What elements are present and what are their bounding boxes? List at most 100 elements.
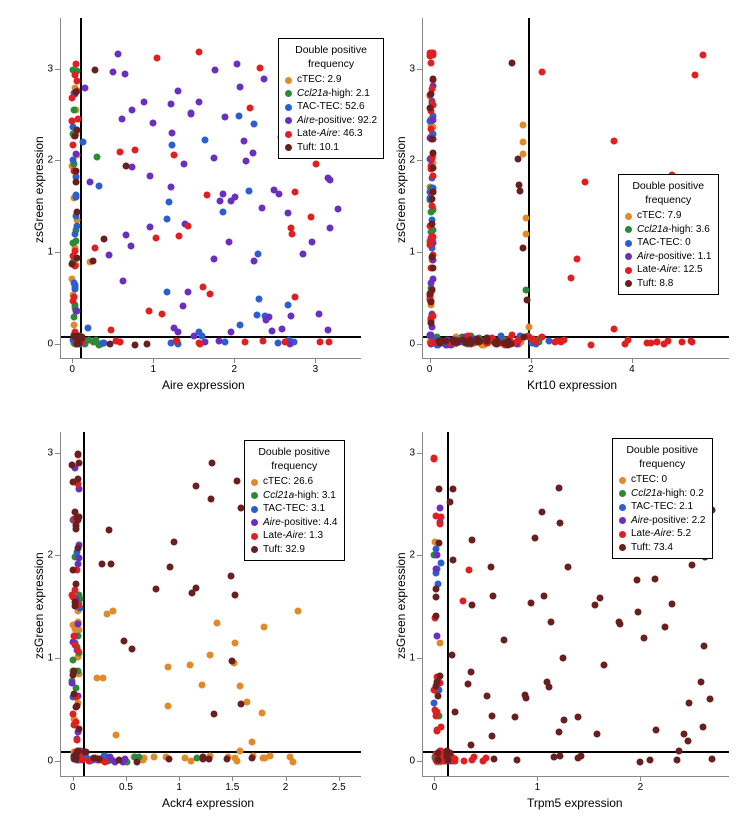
- data-point: [73, 525, 80, 532]
- data-point: [308, 239, 315, 246]
- data-point: [266, 313, 273, 320]
- data-point: [248, 739, 255, 746]
- legend-label: Tuft: 8.8: [637, 277, 673, 291]
- data-point: [241, 138, 248, 145]
- legend-row: Tuft: 10.1: [285, 141, 377, 155]
- data-point: [287, 312, 294, 319]
- legend-row: Tuft: 73.4: [619, 541, 706, 555]
- data-point: [119, 115, 126, 122]
- data-point: [115, 757, 122, 764]
- data-point: [610, 138, 617, 145]
- data-point: [222, 113, 229, 120]
- data-point: [260, 76, 267, 83]
- ytick: [55, 453, 60, 454]
- data-point: [275, 191, 282, 198]
- data-point: [428, 287, 435, 294]
- legend-label: Aire-positive: 92.2: [297, 114, 377, 128]
- ytick-label: 3: [38, 63, 53, 74]
- data-point: [700, 643, 707, 650]
- ytick-label: 0: [400, 755, 415, 766]
- data-point: [180, 160, 187, 167]
- data-point: [452, 757, 459, 764]
- ytick: [417, 658, 422, 659]
- data-point: [132, 342, 139, 349]
- xtick: [126, 776, 127, 781]
- ytick: [417, 69, 422, 70]
- data-point: [207, 651, 214, 658]
- data-point: [433, 633, 440, 640]
- data-point: [429, 76, 436, 83]
- xtick-label: 1: [150, 364, 156, 375]
- xtick: [632, 358, 633, 363]
- data-point: [429, 164, 436, 171]
- legend-title: Double positive frequency: [285, 43, 377, 71]
- legend-row: Late-Aire: 12.5: [625, 263, 712, 277]
- data-point: [522, 287, 529, 294]
- xtick-label: 1: [176, 782, 182, 793]
- data-point: [654, 339, 661, 346]
- legend-label: TAC-TEC: 52.6: [297, 100, 365, 114]
- legend-label: cTEC: 7.9: [637, 209, 681, 223]
- legend-row: Late-Aire: 46.3: [285, 127, 377, 141]
- data-point: [661, 623, 668, 630]
- data-point: [209, 460, 216, 467]
- data-point: [643, 339, 650, 346]
- legend-dot-icon: [251, 506, 258, 513]
- data-point: [515, 181, 522, 188]
- data-point: [432, 585, 439, 592]
- data-point: [72, 178, 79, 185]
- ytick: [417, 555, 422, 556]
- data-point: [557, 519, 564, 526]
- data-point: [281, 339, 288, 346]
- data-point: [259, 709, 266, 716]
- data-point: [86, 178, 93, 185]
- data-point: [437, 514, 444, 521]
- data-point: [519, 245, 526, 252]
- data-point: [451, 709, 458, 716]
- data-point: [464, 681, 471, 688]
- data-point: [291, 188, 298, 195]
- data-point: [146, 223, 153, 230]
- data-point: [73, 223, 80, 230]
- legend-row: Aire-positive: 92.2: [285, 114, 377, 128]
- data-point: [587, 342, 594, 349]
- data-point: [307, 213, 314, 220]
- data-point: [260, 755, 267, 762]
- data-point: [71, 231, 78, 238]
- data-point: [622, 341, 629, 348]
- panel-B: 0240123zsGreen expressionKrt10 expressio…: [380, 8, 742, 408]
- xtick-label: 3: [313, 364, 319, 375]
- data-point: [241, 338, 248, 345]
- figure-grid: 01230123zsGreen expressionAire expressio…: [0, 0, 754, 836]
- data-point: [474, 336, 481, 343]
- xtick-label: 0: [427, 364, 433, 375]
- data-point: [220, 209, 227, 216]
- data-point: [326, 176, 333, 183]
- data-point: [73, 88, 80, 95]
- data-point: [73, 237, 80, 244]
- data-point: [568, 275, 575, 282]
- data-point: [699, 51, 706, 58]
- data-point: [110, 607, 117, 614]
- data-point: [469, 536, 476, 543]
- data-point: [519, 122, 526, 129]
- data-point: [577, 752, 584, 759]
- data-point: [176, 233, 183, 240]
- data-point: [543, 679, 550, 686]
- y-axis-title: zsGreen expression: [394, 136, 408, 243]
- data-point: [461, 757, 468, 764]
- data-point: [69, 679, 76, 686]
- legend-label: Tuft: 32.9: [263, 543, 305, 557]
- data-point: [82, 749, 89, 756]
- data-point: [428, 320, 435, 327]
- data-point: [101, 236, 108, 243]
- legend-dot-icon: [251, 519, 258, 526]
- data-point: [196, 48, 203, 55]
- data-point: [436, 672, 443, 679]
- data-point: [199, 283, 206, 290]
- legend-dot-icon: [625, 240, 632, 247]
- data-point: [256, 65, 263, 72]
- data-point: [70, 566, 77, 573]
- xtick: [531, 358, 532, 363]
- data-point: [564, 564, 571, 571]
